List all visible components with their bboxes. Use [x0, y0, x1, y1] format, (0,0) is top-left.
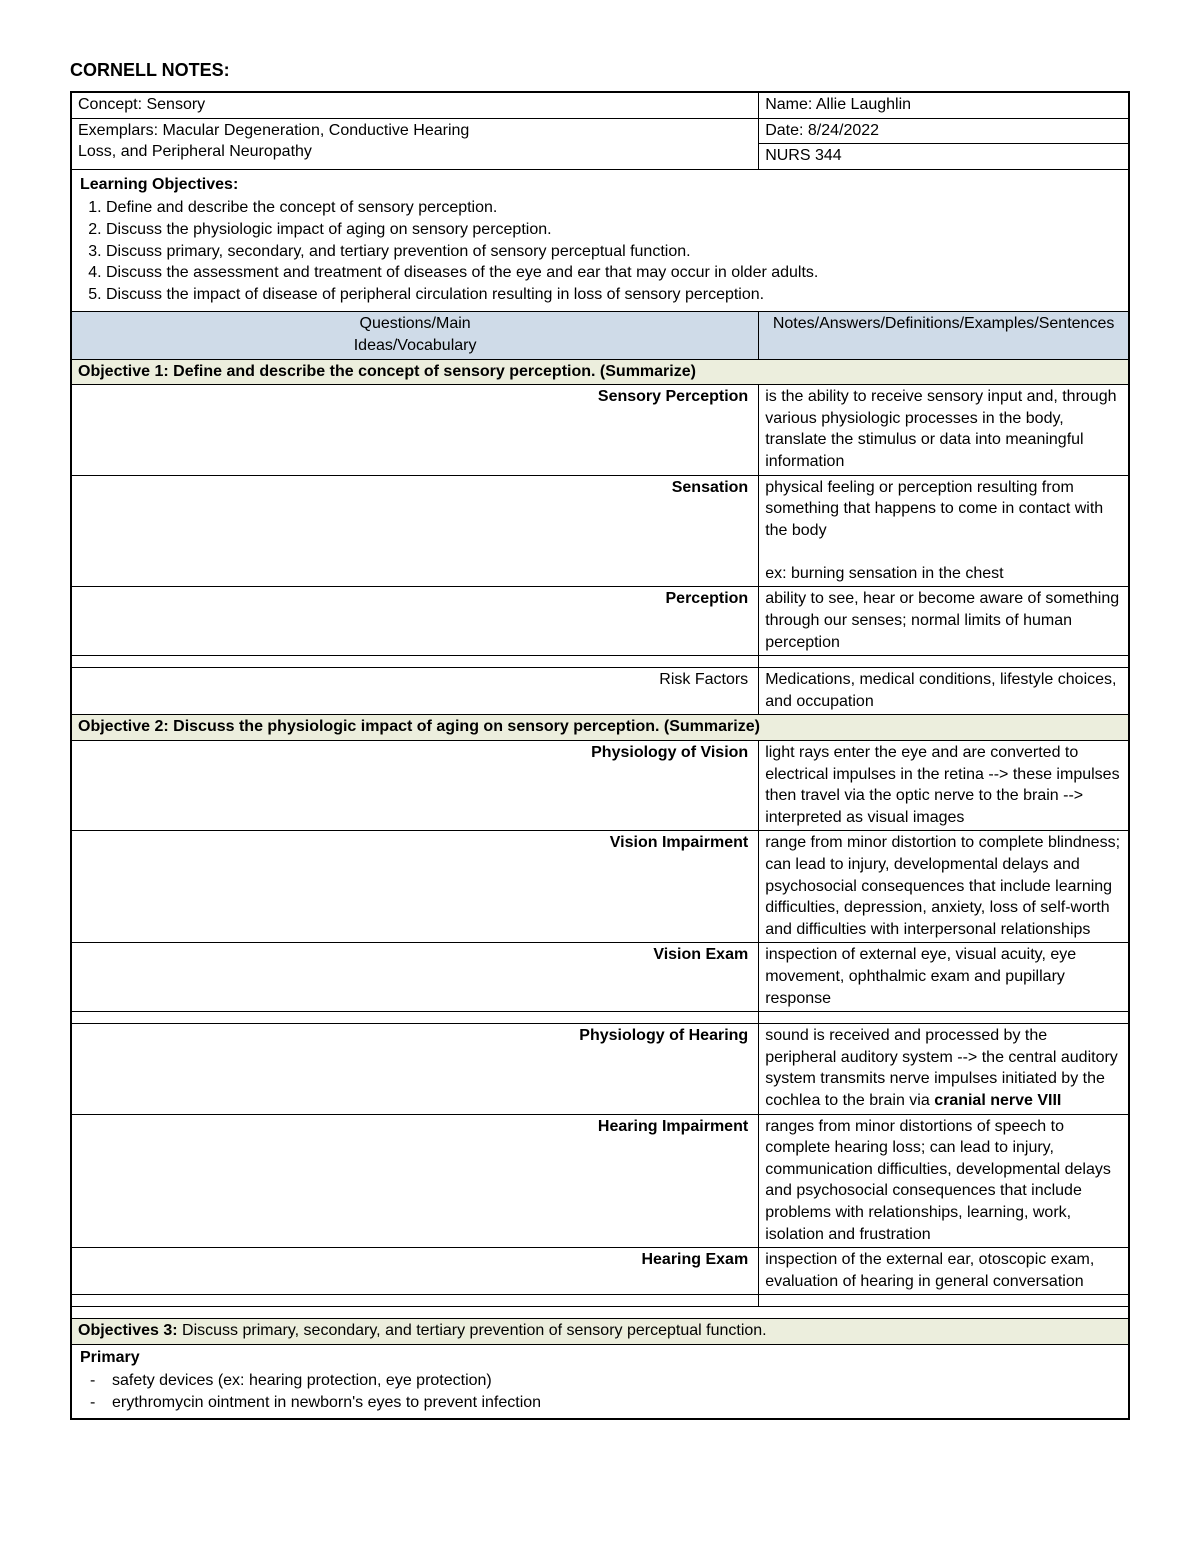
exemplars-line1: Exemplars: Macular Degeneration, Conduct… — [78, 122, 469, 139]
term-phys-hearing: Physiology of Hearing — [71, 1024, 759, 1114]
page-title: CORNELL NOTES: — [70, 60, 1130, 81]
def-risk-factors: Medications, medical conditions, lifesty… — [759, 668, 1129, 715]
def-sensation-ex: ex: burning sensation in the chest — [765, 565, 1003, 582]
term-vision-exam: Vision Exam — [71, 943, 759, 1012]
term-hearing-impairment: Hearing Impairment — [71, 1114, 759, 1248]
def-phys-vision: light rays enter the eye and are convert… — [759, 741, 1129, 831]
objective-2-header: Objective 2: Discuss the physiologic imp… — [71, 715, 1129, 741]
col-left-line2: Ideas/Vocabulary — [354, 337, 477, 354]
term-sensation: Sensation — [71, 475, 759, 587]
def-vision-impairment: range from minor distortion to complete … — [759, 831, 1129, 943]
term-risk-factors: Risk Factors — [71, 668, 759, 715]
def-hearing-exam: inspection of the external ear, otoscopi… — [759, 1248, 1129, 1295]
def-sensation-text: physical feeling or perception resulting… — [765, 479, 1103, 539]
column-left-header: Questions/Main Ideas/Vocabulary — [71, 312, 759, 359]
term-hearing-exam: Hearing Exam — [71, 1248, 759, 1295]
learning-item: Discuss the impact of disease of periphe… — [106, 284, 1120, 306]
obj3-title-rest: Discuss primary, secondary, and tertiary… — [182, 1322, 767, 1339]
def-perception: ability to see, hear or become aware of … — [759, 587, 1129, 656]
learning-item: Discuss the physiologic impact of aging … — [106, 219, 1120, 241]
objective-3-header: Objectives 3: Discuss primary, secondary… — [71, 1319, 1129, 1345]
term-sensory-perception: Sensory Perception — [71, 385, 759, 475]
def-phys-hearing-bold: cranial nerve VIII — [934, 1092, 1061, 1109]
obj3-title-bold: Objectives 3: — [78, 1322, 182, 1339]
primary-item: safety devices (ex: hearing protection, … — [112, 1370, 1120, 1392]
column-right-header: Notes/Answers/Definitions/Examples/Sente… — [759, 312, 1129, 359]
name-cell: Name: Allie Laughlin — [759, 92, 1129, 118]
objective-1-header: Objective 1: Define and describe the con… — [71, 359, 1129, 385]
concept-cell: Concept: Sensory — [71, 92, 759, 118]
def-sensation: physical feeling or perception resulting… — [759, 475, 1129, 587]
learning-item: Discuss primary, secondary, and tertiary… — [106, 241, 1120, 263]
learning-item: Define and describe the concept of senso… — [106, 197, 1120, 219]
col-left-line1: Questions/Main — [360, 315, 471, 332]
learning-item: Discuss the assessment and treatment of … — [106, 262, 1120, 284]
primary-heading: Primary — [80, 1349, 140, 1366]
course-cell: NURS 344 — [759, 144, 1129, 170]
exemplars-cell: Exemplars: Macular Degeneration, Conduct… — [71, 118, 759, 169]
term-phys-vision: Physiology of Vision — [71, 741, 759, 831]
term-perception: Perception — [71, 587, 759, 656]
def-vision-exam: inspection of external eye, visual acuit… — [759, 943, 1129, 1012]
date-cell: Date: 8/24/2022 — [759, 118, 1129, 144]
term-vision-impairment: Vision Impairment — [71, 831, 759, 943]
primary-block: Primary safety devices (ex: hearing prot… — [71, 1344, 1129, 1418]
learning-objectives-cell: Learning Objectives: Define and describe… — [71, 169, 1129, 312]
def-hearing-impairment: ranges from minor distortions of speech … — [759, 1114, 1129, 1248]
def-phys-hearing: sound is received and processed by the p… — [759, 1024, 1129, 1114]
exemplars-line2: Loss, and Peripheral Neuropathy — [78, 143, 312, 160]
cornell-table: Concept: Sensory Name: Allie Laughlin Ex… — [70, 91, 1130, 1420]
learning-heading: Learning Objectives: — [80, 176, 238, 193]
primary-item: erythromycin ointment in newborn's eyes … — [112, 1392, 1120, 1414]
def-sensory-perception: is the ability to receive sensory input … — [759, 385, 1129, 475]
